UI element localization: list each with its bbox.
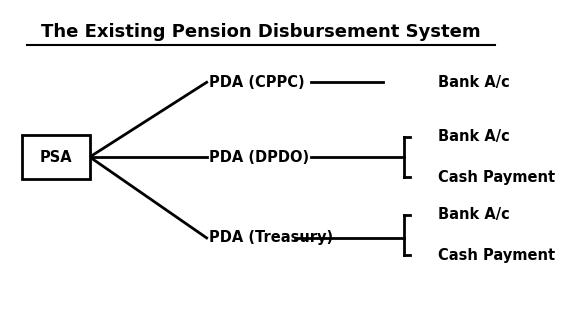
Text: Bank A/c: Bank A/c	[438, 75, 510, 90]
Text: Bank A/c: Bank A/c	[438, 207, 510, 222]
Text: Cash Payment: Cash Payment	[438, 247, 555, 263]
Text: PDA (DPDO): PDA (DPDO)	[209, 149, 310, 165]
Text: Bank A/c: Bank A/c	[438, 129, 510, 144]
Text: The Existing Pension Disbursement System: The Existing Pension Disbursement System	[42, 23, 481, 41]
Text: Cash Payment: Cash Payment	[438, 170, 555, 185]
Bar	[22, 135, 90, 179]
Text: PDA (CPPC): PDA (CPPC)	[209, 75, 305, 90]
Text: PSA: PSA	[40, 149, 72, 165]
Text: PDA (Treasury): PDA (Treasury)	[209, 230, 333, 246]
